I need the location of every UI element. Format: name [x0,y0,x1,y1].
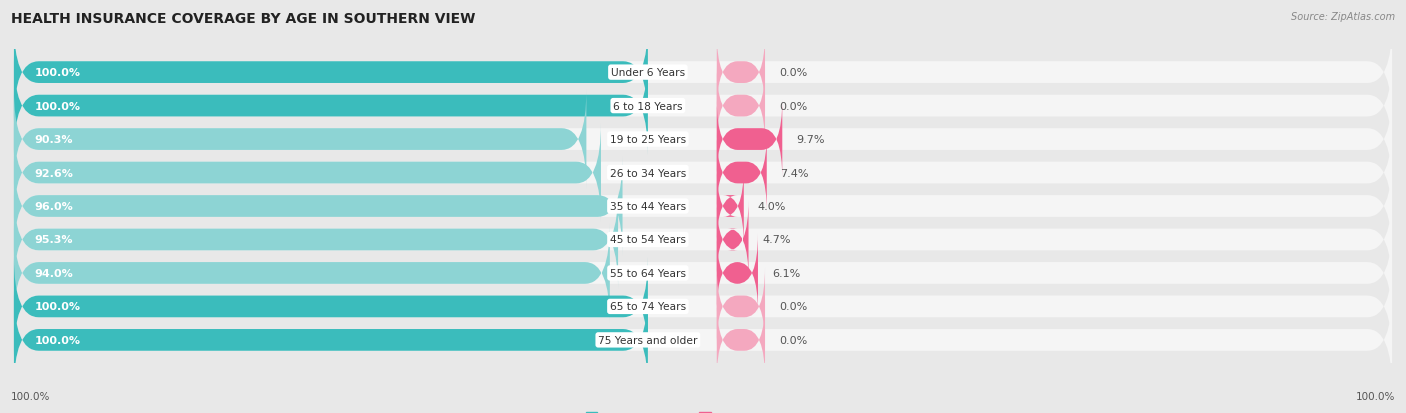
FancyBboxPatch shape [14,90,1392,189]
Text: 4.0%: 4.0% [758,202,786,211]
Text: Source: ZipAtlas.com: Source: ZipAtlas.com [1291,12,1395,22]
Text: 4.7%: 4.7% [762,235,790,245]
FancyBboxPatch shape [717,301,765,379]
Text: 9.7%: 9.7% [796,135,824,145]
FancyBboxPatch shape [14,57,648,156]
FancyBboxPatch shape [14,24,648,122]
FancyBboxPatch shape [717,34,765,112]
FancyBboxPatch shape [14,291,648,389]
Text: HEALTH INSURANCE COVERAGE BY AGE IN SOUTHERN VIEW: HEALTH INSURANCE COVERAGE BY AGE IN SOUT… [11,12,475,26]
Legend: With Coverage, Without Coverage: With Coverage, Without Coverage [582,408,824,413]
Text: 100.0%: 100.0% [35,301,80,312]
FancyBboxPatch shape [14,57,1392,156]
FancyBboxPatch shape [14,224,1392,323]
Text: 75 Years and older: 75 Years and older [598,335,697,345]
FancyBboxPatch shape [717,67,765,145]
Text: 100.0%: 100.0% [11,391,51,401]
Text: 0.0%: 0.0% [779,68,807,78]
FancyBboxPatch shape [14,90,586,189]
FancyBboxPatch shape [14,24,1392,122]
Text: Under 6 Years: Under 6 Years [610,68,685,78]
Text: 100.0%: 100.0% [35,101,80,112]
Text: 55 to 64 Years: 55 to 64 Years [610,268,686,278]
Text: 100.0%: 100.0% [35,335,80,345]
FancyBboxPatch shape [14,157,623,256]
Text: 45 to 54 Years: 45 to 54 Years [610,235,686,245]
Text: 95.3%: 95.3% [35,235,73,245]
Text: 0.0%: 0.0% [779,101,807,112]
Text: 65 to 74 Years: 65 to 74 Years [610,301,686,312]
Text: 96.0%: 96.0% [35,202,73,211]
Text: 92.6%: 92.6% [35,168,73,178]
FancyBboxPatch shape [14,224,610,323]
Text: 0.0%: 0.0% [779,335,807,345]
Text: 19 to 25 Years: 19 to 25 Years [610,135,686,145]
Text: 26 to 34 Years: 26 to 34 Years [610,168,686,178]
Text: 7.4%: 7.4% [780,168,808,178]
FancyBboxPatch shape [14,124,1392,222]
FancyBboxPatch shape [14,124,600,222]
Text: 35 to 44 Years: 35 to 44 Years [610,202,686,211]
Text: 6.1%: 6.1% [772,268,800,278]
Text: 90.3%: 90.3% [35,135,73,145]
FancyBboxPatch shape [717,167,744,246]
FancyBboxPatch shape [14,157,1392,256]
FancyBboxPatch shape [717,100,782,179]
Text: 0.0%: 0.0% [779,301,807,312]
FancyBboxPatch shape [14,257,1392,356]
FancyBboxPatch shape [14,191,619,289]
Text: 100.0%: 100.0% [35,68,80,78]
FancyBboxPatch shape [717,201,748,279]
FancyBboxPatch shape [14,257,648,356]
Text: 94.0%: 94.0% [35,268,73,278]
Text: 6 to 18 Years: 6 to 18 Years [613,101,683,112]
Text: 100.0%: 100.0% [1355,391,1395,401]
FancyBboxPatch shape [717,234,758,313]
FancyBboxPatch shape [717,134,766,212]
FancyBboxPatch shape [14,191,1392,289]
FancyBboxPatch shape [14,291,1392,389]
FancyBboxPatch shape [717,268,765,346]
